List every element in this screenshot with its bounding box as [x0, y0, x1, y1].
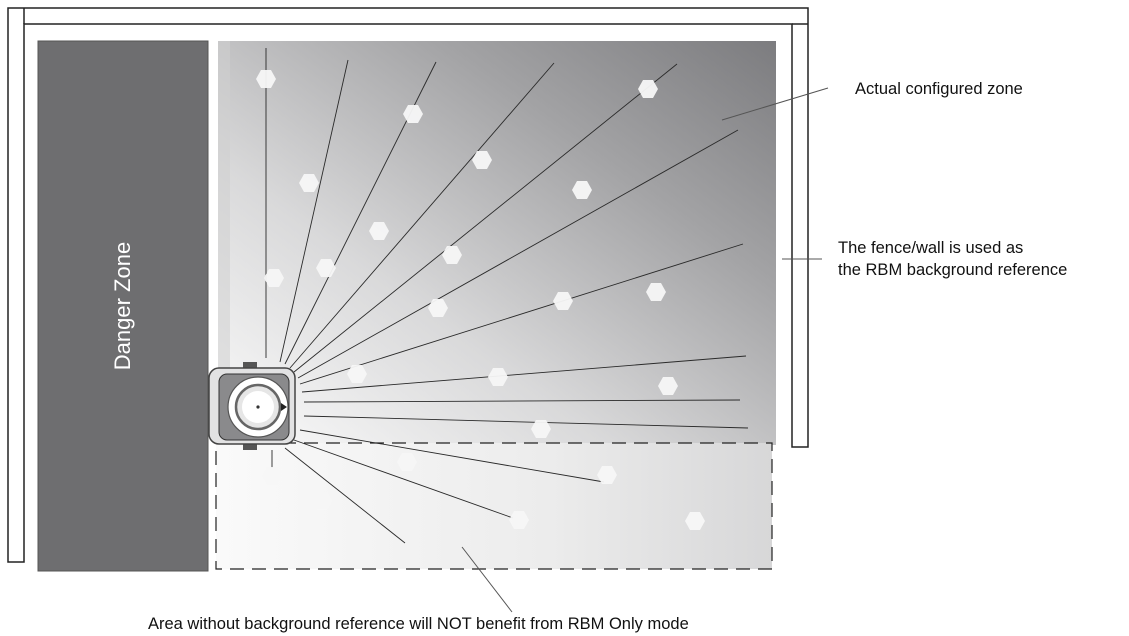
fence-label-line2: the RBM background reference	[838, 261, 1068, 279]
callout-lines	[461, 87, 829, 613]
no-reference-area-label: Area without background reference will N…	[148, 615, 689, 633]
danger-zone-label: Danger Zone	[109, 241, 135, 371]
fence-wall	[7, 7, 809, 563]
reflection-markers	[256, 70, 705, 530]
configured-zone-left-strip	[218, 41, 230, 445]
danger-zone-label-wrap: Danger Zone	[38, 41, 208, 571]
no-reference-area-outline	[215, 442, 773, 570]
no-reference-area	[216, 443, 772, 569]
configured-zone-label: Actual configured zone	[855, 80, 1023, 98]
danger-zone-block	[37, 40, 209, 572]
radar-beams	[265, 48, 749, 544]
fence-label-line1: The fence/wall is used as	[838, 239, 1024, 257]
radar-sensor-device	[208, 362, 296, 450]
